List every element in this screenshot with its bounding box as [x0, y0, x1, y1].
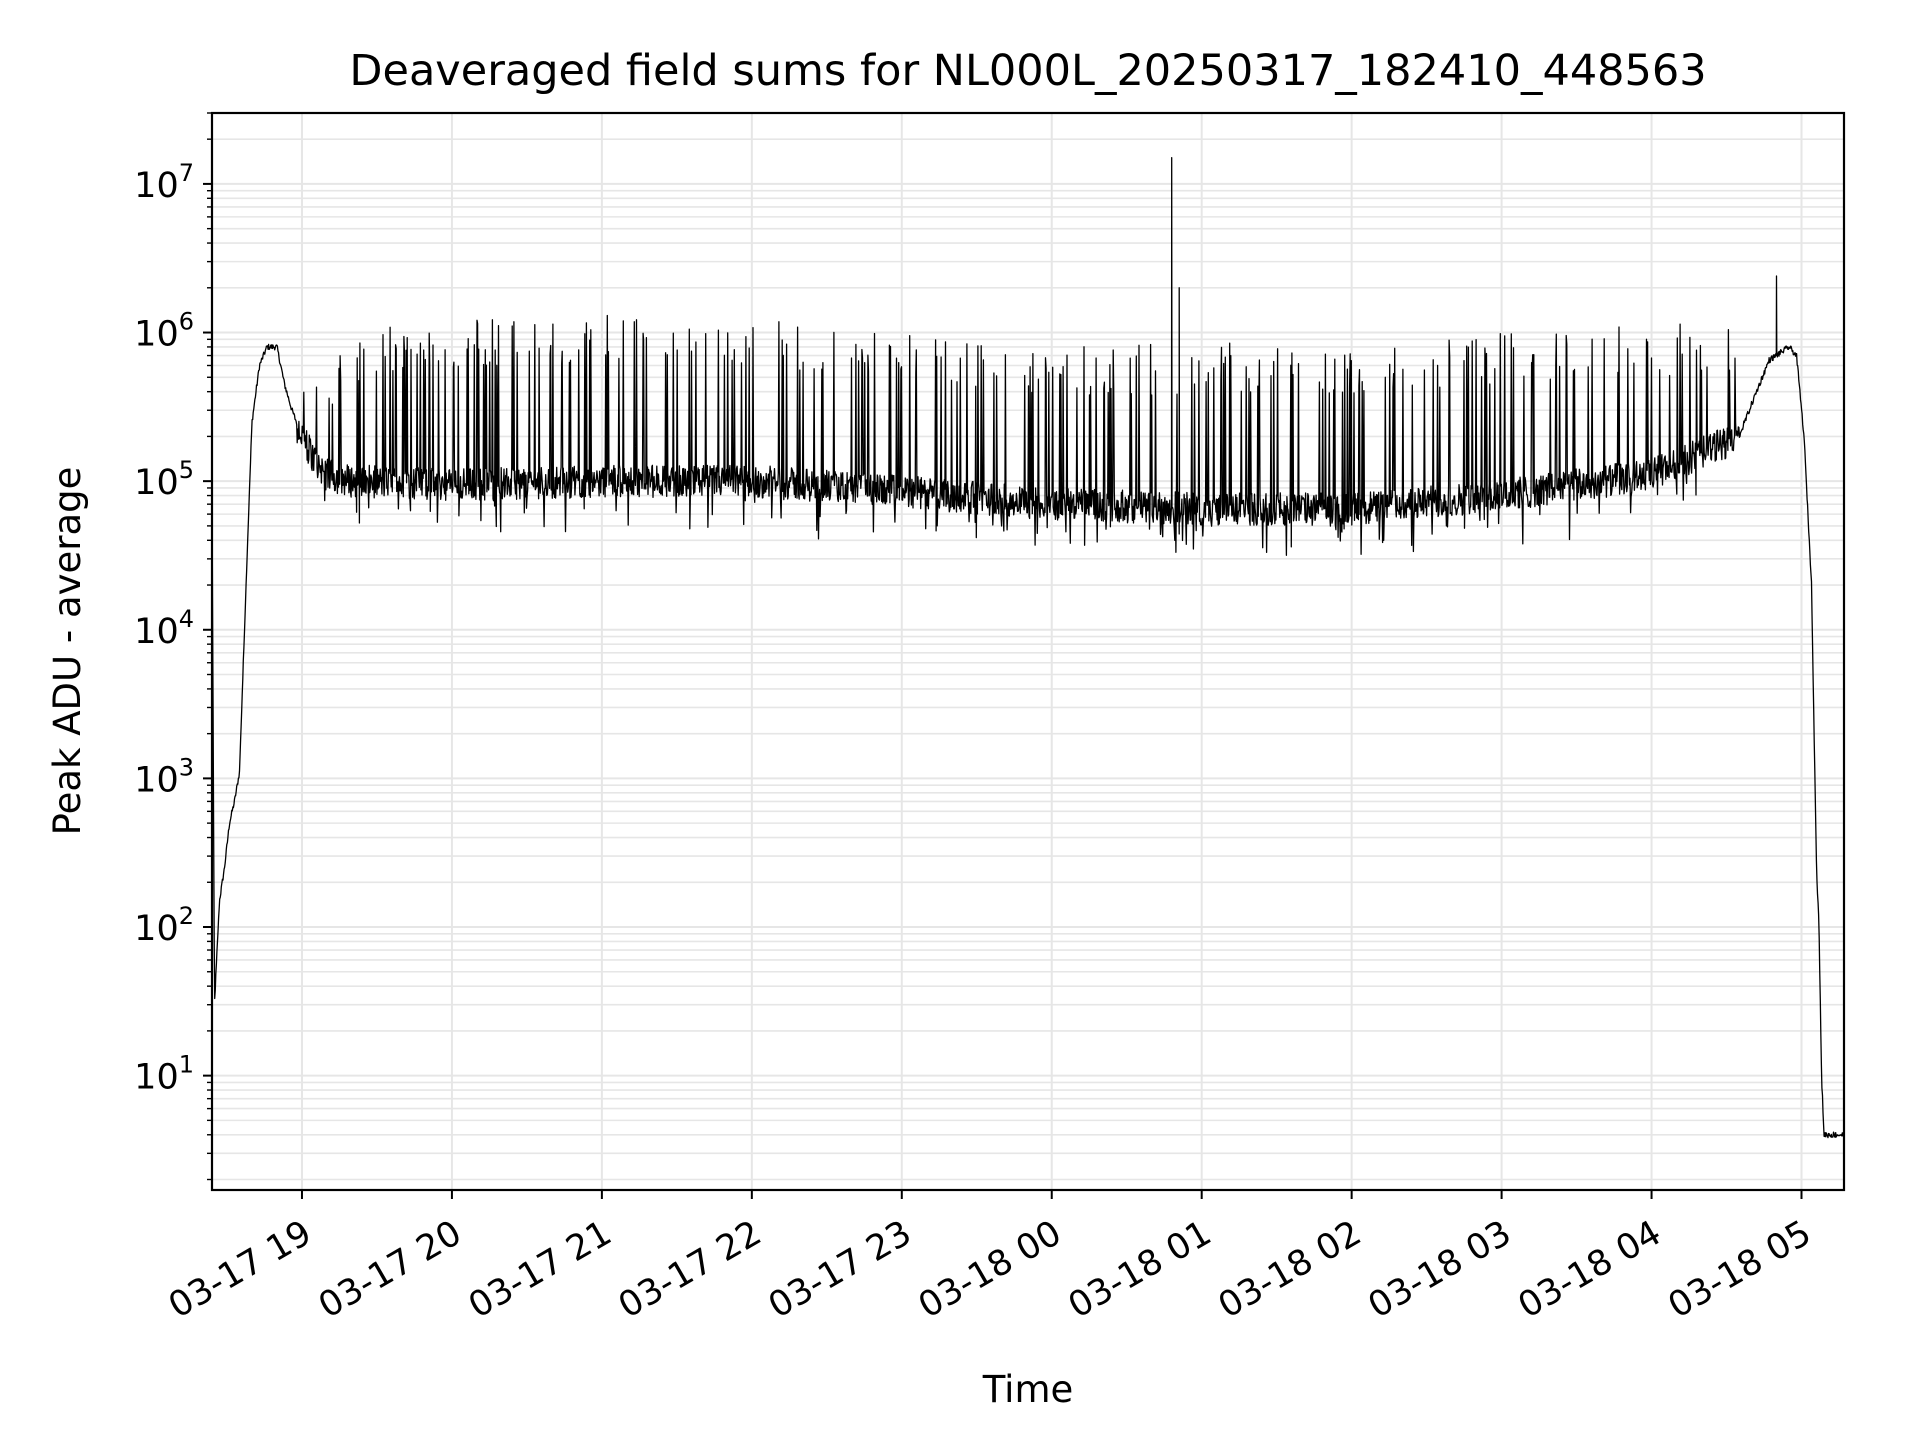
y-tick-label: 106: [134, 308, 194, 355]
data-layer: [211, 157, 1845, 1139]
plot-frame: [210, 111, 1846, 1192]
y-tick-label: 105: [134, 456, 194, 503]
y-tick-label: 107: [134, 159, 194, 206]
y-tick-label: 102: [134, 902, 194, 949]
y-tick-label: 101: [134, 1051, 194, 1098]
y-tick-label: 103: [134, 753, 194, 800]
y-axis-label: Peak ADU - average: [46, 467, 89, 836]
series-line: [211, 157, 1845, 1139]
chart-title: Deaveraged field sums for NL000L_2025031…: [349, 46, 1706, 96]
y-tick-label: 104: [134, 605, 194, 652]
x-axis-label: Time: [982, 1368, 1074, 1411]
